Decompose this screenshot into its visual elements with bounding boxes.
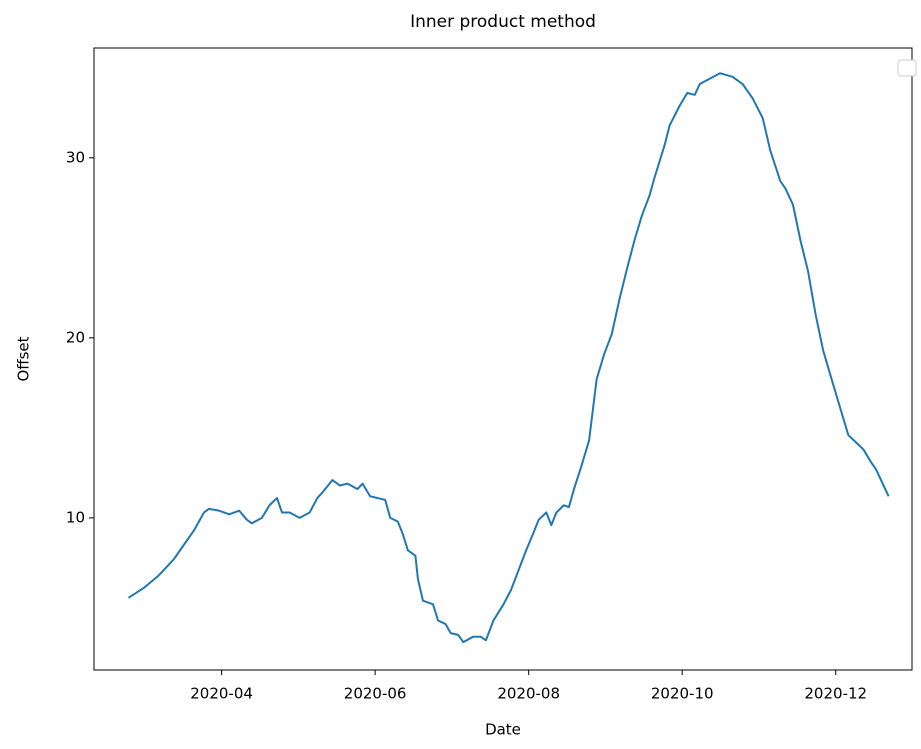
y-axis-label: Offset xyxy=(15,336,33,381)
x-axis-label: Date xyxy=(485,721,521,739)
x-tick-label: 2020-08 xyxy=(497,685,560,703)
y-tick-label: 30 xyxy=(66,148,85,166)
y-tick-label: 10 xyxy=(66,508,85,526)
x-tick-label: 2020-10 xyxy=(651,685,714,703)
x-tick-label: 2020-06 xyxy=(344,685,407,703)
legend-box xyxy=(897,59,917,77)
data-line xyxy=(127,72,890,644)
x-tick-label: 2020-04 xyxy=(190,685,253,703)
axes-frame xyxy=(93,47,913,671)
chart-title: Inner product method xyxy=(410,12,596,32)
y-tick-label: 20 xyxy=(66,328,85,346)
x-tick-label: 2020-12 xyxy=(804,685,867,703)
